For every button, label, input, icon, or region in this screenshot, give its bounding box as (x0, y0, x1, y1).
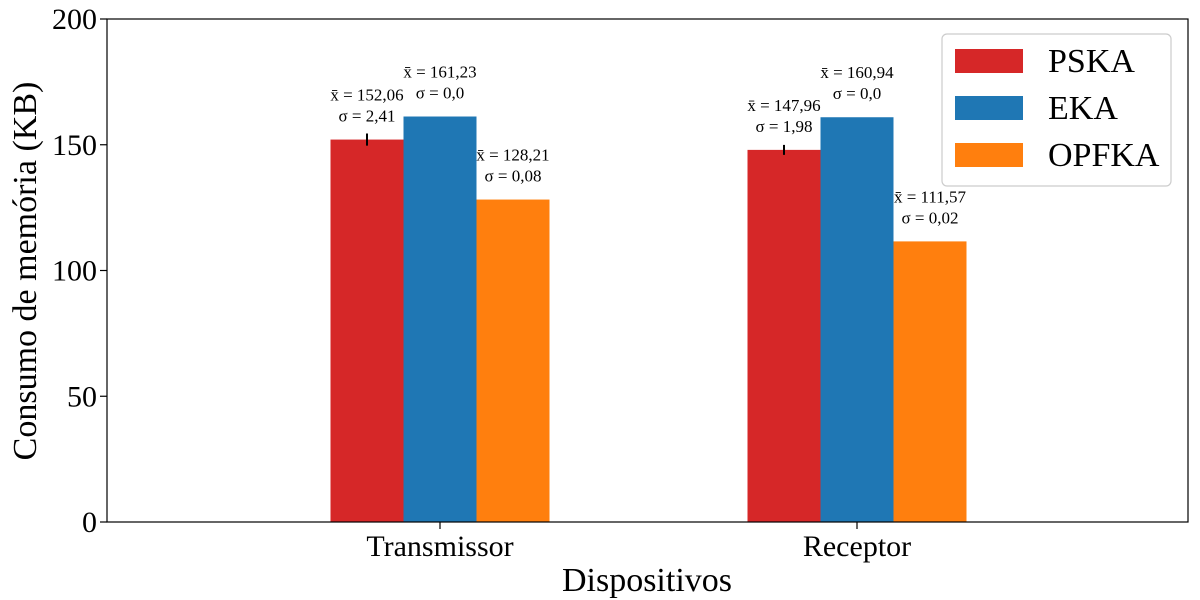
x-axis: Transmissor Receptor (366, 522, 911, 563)
data-label-mean: x̄ = 152,06 (330, 86, 403, 105)
legend-label-pska: PSKA (1048, 43, 1135, 80)
bar-opfka-transmissor (476, 199, 550, 522)
legend-label-eka: EKA (1048, 90, 1118, 127)
bar-eka-transmissor (403, 116, 477, 522)
bar-eka-receptor (820, 117, 894, 522)
x-axis-title: Dispositivos (562, 562, 732, 599)
data-label-std: σ = 0,08 (484, 167, 541, 186)
data-label-mean: x̄ = 111,57 (894, 187, 967, 206)
x-tick-label: Transmissor (366, 530, 513, 563)
y-tick-label: 150 (52, 129, 97, 162)
data-label-mean: x̄ = 128,21 (476, 146, 549, 165)
errorbars-layer (366, 133, 785, 155)
bar-opfka-receptor (893, 241, 967, 523)
data-label-mean: x̄ = 161,23 (403, 63, 476, 82)
y-tick-label: 50 (67, 380, 97, 413)
data-label-mean: x̄ = 147,96 (747, 96, 820, 115)
y-tick-label: 100 (52, 255, 97, 288)
y-tick-label: 200 (52, 3, 97, 36)
y-axis-title: Consumo de memória (KB) (7, 82, 44, 461)
x-tick-label: Receptor (803, 530, 911, 563)
legend-swatch-pska (955, 49, 1023, 73)
data-label-std: σ = 0,02 (901, 208, 958, 227)
annotations-layer: x̄ = 152,06 σ = 2,41 x̄ = 147,96 σ = 1,98 x̄… (330, 63, 966, 228)
bars-layer (330, 116, 967, 523)
data-label-std: σ = 0,0 (833, 84, 882, 103)
data-label-std: σ = 0,0 (416, 84, 465, 103)
data-label-std: σ = 2,41 (338, 107, 395, 126)
bar-pska-transmissor (330, 139, 404, 523)
legend-swatch-opfka (955, 143, 1023, 167)
bar-pska-receptor (747, 149, 821, 522)
legend-label-opfka: OPFKA (1048, 137, 1160, 174)
y-axis: 0 50 100 150 200 (52, 3, 107, 539)
data-label-std: σ = 1,98 (755, 117, 812, 136)
y-tick-label: 0 (82, 506, 97, 539)
legend: PSKA EKA OPFKA (941, 33, 1172, 187)
legend-swatch-eka (955, 96, 1023, 120)
data-label-mean: x̄ = 160,94 (820, 63, 894, 82)
